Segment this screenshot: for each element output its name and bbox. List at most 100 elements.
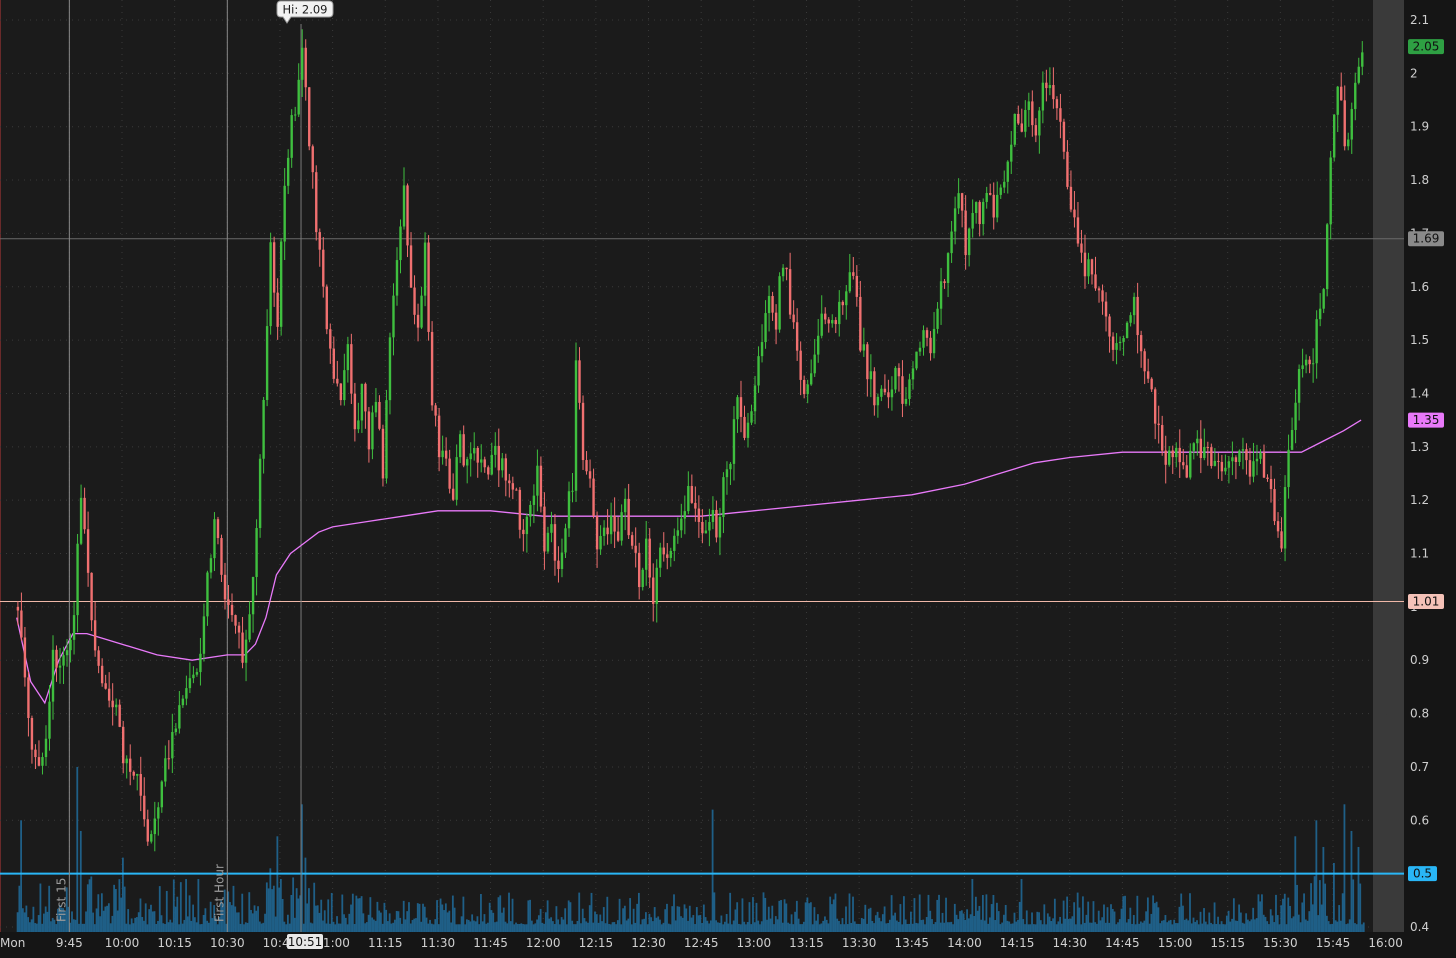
volume-bar xyxy=(364,923,366,932)
volume-bar xyxy=(1324,883,1327,932)
volume-bar xyxy=(46,911,49,932)
candle-body xyxy=(795,322,799,351)
volume-bar xyxy=(611,922,614,932)
volume-bar xyxy=(306,903,309,932)
volume-bar xyxy=(996,902,998,932)
volume-bar xyxy=(1078,907,1081,932)
candle-body xyxy=(785,267,788,270)
volume-bar xyxy=(892,915,895,932)
volume-bar xyxy=(938,894,940,932)
volume-bar xyxy=(494,922,496,932)
volume-bar xyxy=(1010,923,1012,932)
volume-bar xyxy=(1311,904,1314,932)
candle-body xyxy=(1276,521,1280,532)
volume-bar xyxy=(736,902,739,932)
volume-bar xyxy=(209,901,212,932)
price-markers: 2.05 1.69 1.35 1.01 0.5 xyxy=(1408,39,1444,882)
volume-bar xyxy=(516,923,519,932)
candle-body xyxy=(655,567,658,604)
volume-bar xyxy=(1176,923,1179,932)
volume-bar xyxy=(897,921,900,932)
volume-bar xyxy=(657,916,660,932)
volume-bar xyxy=(329,923,331,932)
volume-bar xyxy=(890,895,893,932)
candle-body xyxy=(767,296,771,314)
volume-bar xyxy=(206,920,209,932)
volume-bar xyxy=(348,913,351,932)
candle-body xyxy=(1262,452,1266,478)
volume-bar xyxy=(332,921,335,932)
volume-bar xyxy=(257,906,259,932)
x-tick-label-21: 15:00 xyxy=(1158,936,1193,950)
volume-bar xyxy=(44,906,47,932)
candle-body xyxy=(209,558,213,573)
candle-body xyxy=(44,738,48,758)
volume-bar xyxy=(216,924,219,932)
volume-bar xyxy=(811,924,814,932)
candle-body xyxy=(1125,322,1129,339)
candle-body xyxy=(1157,423,1160,426)
time-axis[interactable]: 9:45 10:00 10:15 10:30 10:45 11:00 11:15 11:30 1… xyxy=(56,936,1403,950)
volume-bar xyxy=(650,917,653,932)
volume-bar xyxy=(343,914,345,932)
candle-body xyxy=(251,576,255,615)
candle-body xyxy=(557,560,560,569)
volume-bar xyxy=(932,924,935,932)
volume-bar xyxy=(186,916,189,932)
volume-bar xyxy=(1048,916,1051,932)
candle-body xyxy=(451,488,455,500)
volume-bar xyxy=(685,908,688,932)
candle-body xyxy=(20,610,23,638)
candle-body xyxy=(694,502,697,509)
price-marker-label-3: 1.01 xyxy=(1413,595,1440,609)
volume-bar xyxy=(1225,915,1228,932)
volume-bar xyxy=(1296,884,1298,932)
volume-bar xyxy=(957,919,960,932)
x-tick-label-14: 13:15 xyxy=(789,936,824,950)
volume-bar xyxy=(262,922,265,932)
volume-bar xyxy=(671,906,674,932)
volume-bar xyxy=(974,896,977,932)
candle-body xyxy=(809,373,813,385)
candle-body xyxy=(641,569,644,588)
volume-bar xyxy=(1197,924,1200,932)
volume-bar xyxy=(518,923,521,932)
candle-body xyxy=(399,226,402,261)
volume-bar xyxy=(987,923,990,932)
candle-body xyxy=(1220,461,1224,472)
x-tick-label-24: 15:45 xyxy=(1316,936,1351,950)
x-tick-label-1: 10:00 xyxy=(105,936,140,950)
volume-bar xyxy=(271,889,273,932)
candle-body xyxy=(820,313,823,336)
candle-body xyxy=(967,228,971,256)
candle-body xyxy=(255,528,258,577)
volume-bar xyxy=(272,885,275,932)
volume-bar xyxy=(888,919,891,932)
volume-bar xyxy=(118,879,121,932)
volume-bar xyxy=(511,898,514,932)
y-tick-label-5: 1.6 xyxy=(1410,280,1429,294)
volume-bar xyxy=(367,914,370,932)
volume-bar xyxy=(143,920,145,932)
horizontal-lines xyxy=(0,238,1404,875)
volume-bar xyxy=(883,906,886,932)
candle-body xyxy=(1206,447,1210,449)
candle-body xyxy=(852,272,855,276)
volume-bar xyxy=(264,913,266,932)
candle-body xyxy=(16,606,20,611)
volume-bar xyxy=(544,912,547,932)
volume-bar xyxy=(790,914,793,932)
candle-body xyxy=(1153,389,1157,424)
volume-bar xyxy=(743,921,746,932)
candle-body xyxy=(1252,461,1255,477)
price-marker-box-4 xyxy=(1408,866,1437,882)
volume-bar xyxy=(78,923,80,932)
candle-body xyxy=(1136,296,1139,336)
volume-bar xyxy=(557,919,560,932)
right-axis-panel xyxy=(1404,0,1456,958)
candle-body xyxy=(1146,371,1150,379)
volume-bar xyxy=(248,892,251,932)
candle-body xyxy=(1143,351,1146,372)
volume-bar xyxy=(28,922,31,932)
